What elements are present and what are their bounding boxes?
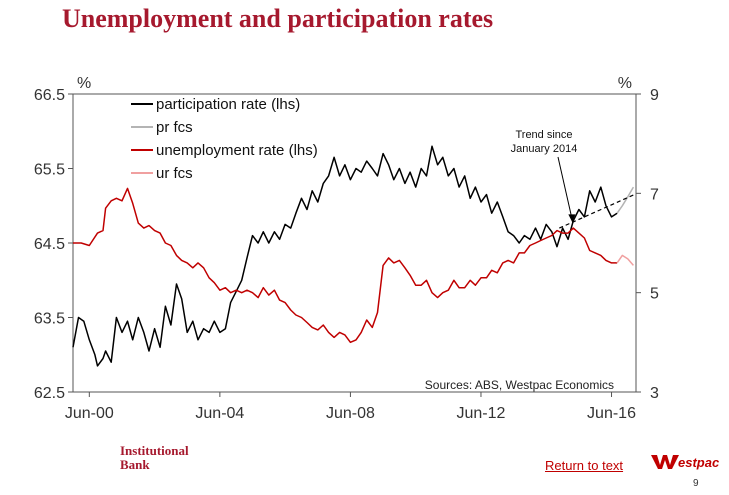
series-line-pr-fcs: [616, 186, 635, 214]
page-number: 9: [693, 478, 699, 489]
axes: 62.5 63.5 64.5 65.5 66.5 3 5 7 9 Jun-00 Jun-04 Jun-…: [34, 75, 659, 422]
westpac-logo: estpac: [651, 454, 719, 470]
legend-label-0: participation rate (lhs): [156, 96, 300, 113]
annotation-line-2: January 2014: [511, 143, 578, 155]
brand-line-2: Bank: [120, 457, 150, 472]
right-tick-label-0: 3: [650, 385, 659, 402]
x-tick-label-1: Jun-04: [195, 405, 244, 422]
brand-line-1: Institutional: [120, 443, 189, 458]
x-tick-label-3: Jun-12: [457, 405, 506, 422]
x-tick-label-2: Jun-08: [326, 405, 375, 422]
right-tick-label-2: 7: [650, 186, 659, 203]
series-line-ur-fcs: [616, 254, 634, 266]
return-to-text-link[interactable]: Return to text: [545, 458, 624, 473]
legend-label-3: ur fcs: [156, 165, 193, 182]
x-tick-label-0: Jun-00: [65, 405, 114, 422]
series-lines: [72, 145, 635, 367]
legend: participation rate (lhs) pr fcs unemployme…: [131, 96, 318, 182]
left-tick-label-2: 64.5: [34, 236, 65, 253]
right-tick-label-3: 9: [650, 87, 659, 104]
right-axis-unit: %: [618, 75, 632, 92]
left-tick-label-1: 63.5: [34, 311, 65, 328]
left-tick-label-0: 62.5: [34, 385, 65, 402]
series-line-participation-rate-lhs: [72, 145, 618, 367]
westpac-wordmark: estpac: [678, 454, 720, 470]
institutional-bank-logo: Institutional Bank: [120, 444, 189, 472]
page-title: Unemployment and participation rates: [62, 4, 494, 33]
westpac-w-icon: [651, 455, 679, 469]
chart: 62.5 63.5 64.5 65.5 66.5 3 5 7 9 Jun-00 Jun-04 Jun-…: [34, 75, 659, 422]
right-tick-label-1: 5: [650, 286, 659, 303]
annotation-arrow-head: [568, 214, 576, 223]
series-line-unemployment-rate-lhs: [73, 187, 618, 344]
left-tick-label-3: 65.5: [34, 162, 65, 179]
legend-label-1: pr fcs: [156, 119, 193, 136]
left-tick-label-4: 66.5: [34, 87, 65, 104]
left-axis-unit: %: [77, 75, 91, 92]
annotation-arrow-line: [557, 156, 573, 221]
annotation: Trend since January 2014: [511, 129, 578, 223]
x-tick-label-4: Jun-16: [587, 405, 636, 422]
legend-label-2: unemployment rate (lhs): [156, 142, 318, 159]
annotation-line-1: Trend since: [515, 129, 572, 141]
source-note: Sources: ABS, Westpac Economics: [425, 378, 614, 392]
